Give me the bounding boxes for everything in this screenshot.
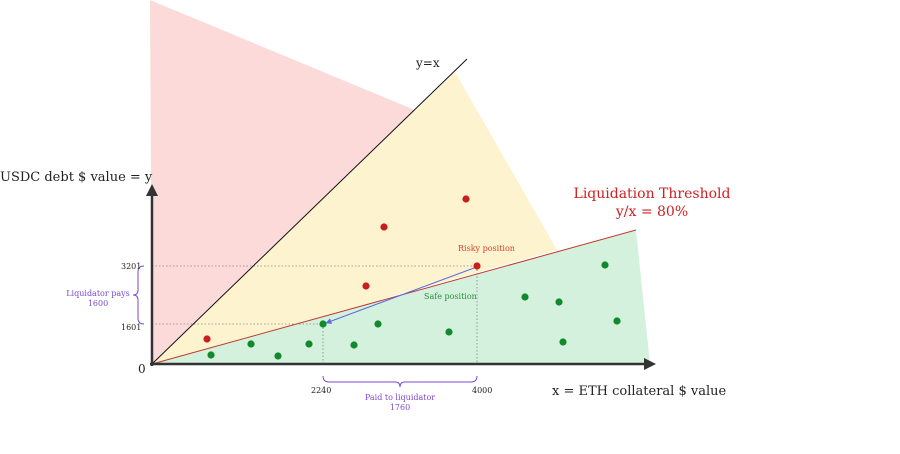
tick-x-2240: 2240 — [311, 386, 331, 395]
tick-x-4000: 4000 — [472, 386, 492, 395]
pink-region — [150, 0, 422, 364]
risky-dot — [380, 223, 388, 231]
y-axis-title: USDC debt $ value = y — [0, 170, 153, 185]
safe-dot — [601, 261, 609, 269]
safe-dot — [374, 320, 382, 328]
risky-dot — [203, 335, 211, 343]
yellow-region — [152, 72, 557, 364]
paid-to-liquidator-label: Paid to liquidator — [365, 393, 435, 402]
risky-position-label: Risky position — [458, 244, 515, 253]
liquidator-pays-brace — [132, 265, 145, 325]
origin-label: 0 — [138, 362, 146, 376]
tick-y-3201: 3201 — [121, 262, 141, 271]
x-axis-arrowhead — [644, 358, 656, 370]
liquidation-arrow — [325, 267, 475, 324]
x-axis-title: x = ETH collateral $ value — [552, 384, 726, 399]
safe-dot — [207, 351, 215, 359]
identity-line — [151, 58, 468, 365]
threshold-ratio: y/x = 80% — [615, 204, 688, 220]
safe-dot — [305, 340, 313, 348]
safe-dot — [247, 340, 255, 348]
risky-dot — [473, 262, 481, 270]
threshold-line — [151, 229, 637, 365]
y-axis-arrowhead — [146, 184, 158, 196]
risky-dot — [362, 282, 370, 290]
safe-dots — [207, 261, 621, 360]
safe-position-label: Safe position — [424, 292, 477, 301]
safe-dot — [521, 293, 529, 301]
tick-y-1601: 1601 — [121, 323, 141, 332]
risky-dots — [203, 195, 481, 343]
risky-dot — [462, 195, 470, 203]
safe-dot — [555, 298, 563, 306]
safe-dot — [274, 352, 282, 360]
paid-to-liquidator-brace — [322, 375, 478, 388]
liquidator-pays-amount: 1600 — [88, 299, 108, 308]
liquidator-pays-label: Liquidator pays — [66, 289, 130, 298]
threshold-title: Liquidation Threshold — [574, 186, 731, 202]
safe-dot — [613, 317, 621, 325]
safe-dot — [319, 320, 327, 328]
safe-dot — [559, 338, 567, 346]
safe-dot — [445, 328, 453, 336]
paid-to-liquidator-amount: 1760 — [390, 403, 410, 412]
green-region — [152, 230, 650, 364]
safe-dot — [350, 341, 358, 349]
identity-line-label: y=x — [415, 56, 440, 70]
